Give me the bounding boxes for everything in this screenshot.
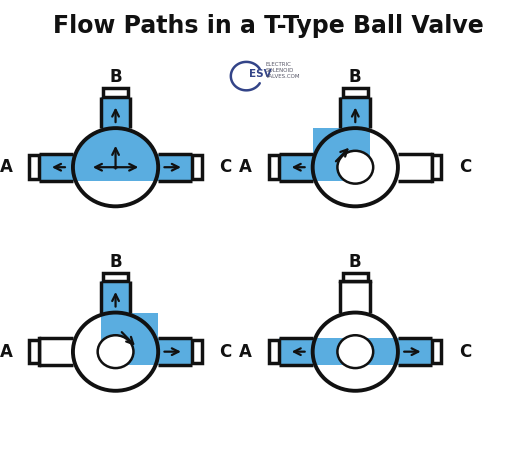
Polygon shape: [269, 156, 279, 179]
Circle shape: [338, 335, 373, 368]
Polygon shape: [313, 128, 355, 167]
Polygon shape: [116, 313, 158, 351]
Polygon shape: [192, 156, 202, 179]
Polygon shape: [116, 338, 192, 365]
Text: C: C: [219, 342, 231, 360]
Circle shape: [338, 151, 373, 184]
Text: A: A: [239, 342, 252, 360]
Text: A: A: [0, 342, 13, 360]
Polygon shape: [39, 153, 192, 181]
Circle shape: [98, 335, 133, 368]
Text: A: A: [0, 158, 13, 176]
Polygon shape: [432, 340, 442, 364]
Text: Flow Paths in a T-Type Ball Valve: Flow Paths in a T-Type Ball Valve: [52, 14, 484, 38]
Polygon shape: [269, 340, 279, 364]
Text: B: B: [109, 253, 122, 271]
Text: C: C: [219, 158, 231, 176]
Polygon shape: [279, 153, 355, 181]
Text: ESV: ESV: [249, 69, 271, 79]
Polygon shape: [103, 88, 128, 97]
Polygon shape: [116, 313, 158, 351]
Polygon shape: [101, 97, 131, 167]
Text: B: B: [349, 68, 362, 86]
Polygon shape: [192, 340, 202, 364]
Polygon shape: [313, 128, 355, 167]
Polygon shape: [103, 273, 128, 281]
Polygon shape: [432, 156, 442, 179]
Polygon shape: [340, 97, 370, 167]
Text: B: B: [349, 253, 362, 271]
Text: C: C: [459, 342, 471, 360]
Polygon shape: [342, 88, 368, 97]
Text: ELECTRIC
SOLENOID
VALVES.COM: ELECTRIC SOLENOID VALVES.COM: [266, 62, 300, 79]
Text: B: B: [109, 68, 122, 86]
Polygon shape: [29, 340, 39, 364]
Polygon shape: [342, 273, 368, 281]
Polygon shape: [279, 338, 432, 365]
Text: C: C: [459, 158, 471, 176]
Polygon shape: [29, 156, 39, 179]
Polygon shape: [73, 128, 158, 167]
Text: A: A: [239, 158, 252, 176]
Polygon shape: [101, 281, 131, 351]
